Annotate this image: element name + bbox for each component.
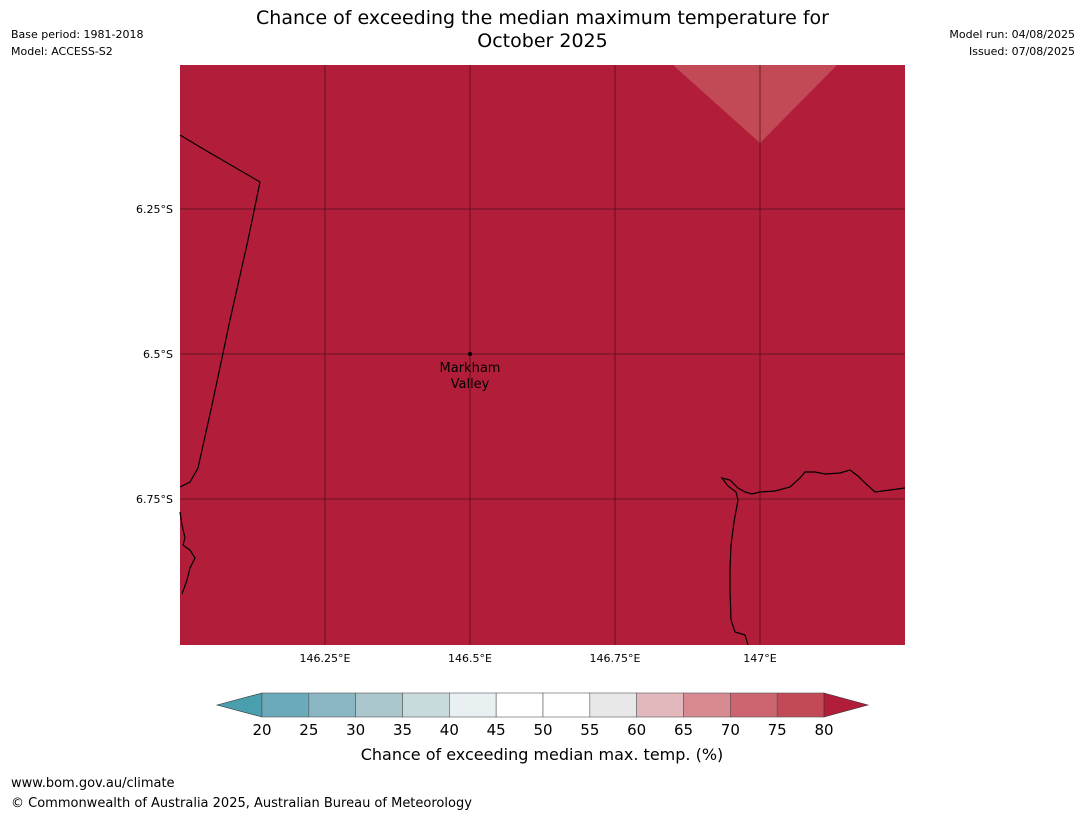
colorbar-label: Chance of exceeding median max. temp. (%…	[360, 745, 724, 764]
model-run-text: Model run: 04/08/2025	[949, 28, 1075, 41]
coastline-southeast	[720, 469, 906, 646]
colorbar-over-arrow	[823, 692, 870, 718]
latitude-labels: 6.25°S 6.5°S 6.75°S	[136, 203, 173, 506]
colorbar-tick-label: 25	[299, 721, 318, 739]
colorbar-tick-label: 20	[252, 721, 271, 739]
footer-url[interactable]: www.bom.gov.au/climate	[11, 776, 175, 791]
map-title: Chance of exceeding the median maximum t…	[200, 7, 885, 53]
colorbar-tick-label: 70	[721, 721, 740, 739]
place-name-line1: Markham	[440, 361, 501, 376]
colorbar-segment	[636, 692, 684, 718]
map-title-line1: Chance of exceeding the median maximum t…	[256, 7, 829, 29]
header-right: Model run: 04/08/2025 Issued: 07/08/2025	[949, 26, 1075, 60]
colorbar-segment	[730, 692, 778, 718]
header-left: Base period: 1981-2018 Model: ACCESS-S2	[11, 26, 143, 60]
lat-label: 6.75°S	[136, 493, 173, 506]
footer-copyright: © Commonwealth of Australia 2025, Austra…	[11, 796, 472, 811]
colorbar-tick-label: 30	[346, 721, 365, 739]
colorbar-tick-label: 80	[814, 721, 833, 739]
map-title-line2: October 2025	[477, 30, 608, 52]
colorbar-segment	[776, 692, 825, 718]
colorbar-tick-label: 45	[487, 721, 506, 739]
colorbar-segment	[589, 692, 637, 718]
issued-text: Issued: 07/08/2025	[968, 45, 1075, 58]
lon-label: 146.75°E	[590, 652, 641, 665]
probability-band-highlight	[673, 65, 837, 143]
lon-label: 147°E	[743, 652, 776, 665]
map-background	[180, 65, 905, 645]
lat-label: 6.5°S	[143, 348, 173, 361]
colorbar-segment	[261, 692, 310, 718]
colorbar-ticks: 20 25 30 35 40 45 50 55 60 65 70 75 80	[252, 721, 833, 739]
lat-label: 6.25°S	[136, 203, 173, 216]
lon-label: 146.25°E	[300, 652, 351, 665]
colorbar-tick-label: 55	[580, 721, 599, 739]
boundary-line-west	[179, 134, 261, 488]
colorbar-segment	[542, 692, 591, 718]
colorbar-segment	[308, 692, 356, 718]
colorbar-segment	[355, 692, 403, 718]
lon-label: 146.5°E	[448, 652, 492, 665]
colorbar-segment	[495, 692, 544, 718]
colorbar-segment	[402, 692, 450, 718]
base-period-text: Base period: 1981-2018	[11, 28, 144, 41]
colorbar-segment	[449, 692, 497, 718]
colorbar-segment	[683, 692, 731, 718]
colorbar-segments	[261, 692, 825, 718]
coastline-southwest	[179, 511, 196, 595]
place-marker-icon	[468, 352, 472, 356]
colorbar-tick-label: 50	[533, 721, 552, 739]
place-name-line2: Valley	[451, 377, 490, 392]
colorbar-tick-label: 35	[393, 721, 412, 739]
longitude-labels: 146.25°E 146.5°E 146.75°E 147°E	[300, 652, 777, 665]
colorbar-tick-label: 40	[440, 721, 459, 739]
coastlines	[179, 134, 906, 646]
model-text: Model: ACCESS-S2	[11, 45, 113, 58]
colorbar-tick-label: 60	[627, 721, 646, 739]
colorbar: 20 25 30 35 40 45 50 55 60 65 70 75 80	[215, 692, 870, 739]
colorbar-tick-label: 75	[768, 721, 787, 739]
colorbar-tick-label: 65	[674, 721, 693, 739]
colorbar-under-arrow	[215, 692, 263, 718]
